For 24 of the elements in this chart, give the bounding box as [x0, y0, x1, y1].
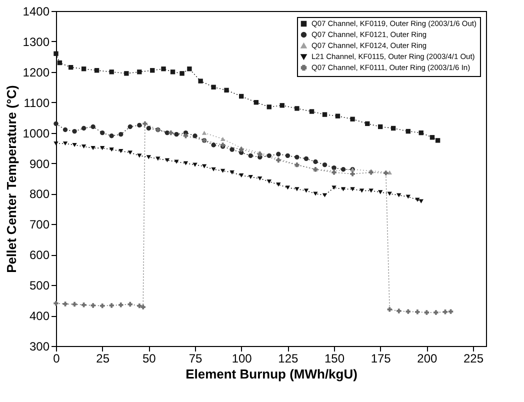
y-tick-label: 1300 — [22, 34, 50, 49]
y-tick-label: 400 — [29, 309, 50, 324]
x-tick-label: 0 — [53, 352, 60, 366]
y-tick-label: 800 — [29, 187, 50, 202]
y-tick-label: 1100 — [24, 96, 50, 110]
x-tick-label: 25 — [96, 352, 110, 366]
x-tick-label: 100 — [232, 352, 252, 366]
y-tick-label: 900 — [29, 156, 50, 171]
x-tick-label: 200 — [417, 352, 438, 366]
x-tick-label: 225 — [464, 352, 484, 366]
x-axis-title: Element Burnup (MWh/kgU) — [186, 366, 358, 382]
y-tick-label: 300 — [29, 340, 50, 354]
x-tick-label: 125 — [278, 352, 299, 366]
x-tick-label: 175 — [370, 352, 392, 366]
y-axis-title: Pellet Center Temperature (°C) — [4, 85, 19, 273]
y-tick-label: 1200 — [22, 65, 50, 80]
x-tick-label: 150 — [324, 352, 345, 366]
y-tick-label: 700 — [29, 218, 50, 232]
x-tick-label: 50 — [142, 352, 156, 366]
y-tick-label: 600 — [29, 248, 50, 262]
x-tick-label: 75 — [188, 352, 203, 366]
y-tick-label: 500 — [29, 278, 50, 293]
y-tick-label: 1400 — [22, 4, 50, 18]
y-tick-label: 1000 — [22, 126, 50, 140]
